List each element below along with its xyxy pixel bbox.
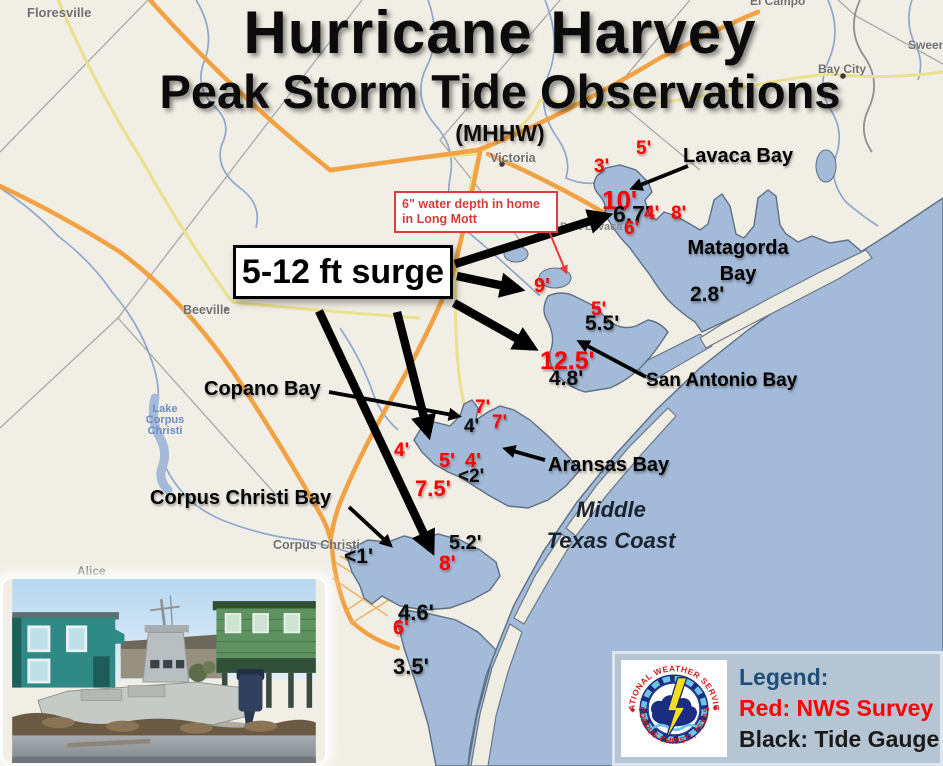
measurement-label: 5' [591, 299, 607, 320]
bay-label-san-antonio: San Antonio Bay [646, 370, 798, 391]
legend-heading: Legend: [739, 664, 829, 690]
san-jose-island [565, 407, 677, 537]
measurement-label: 4.6' [398, 600, 434, 625]
bay-label-copano: Copano Bay [204, 378, 321, 400]
lake-corpus-christi-label: Lake Corpus Christi [145, 403, 185, 437]
measurement-label: 8' [671, 203, 687, 224]
legend-red-entry: Red: NWS Survey [739, 695, 934, 721]
legend-entries: Legend: Red: NWS Survey Black: Tide Gaug… [739, 662, 939, 755]
aransas-bay-arrow [502, 445, 546, 462]
san-antonio-bay-arrow [576, 340, 647, 379]
surge-arrow-san-antonio-bay [451, 299, 539, 351]
bay-label-lavaca: Lavaca Bay [683, 145, 794, 167]
photo-house-right [212, 601, 316, 708]
measurement-label: 7' [492, 412, 508, 433]
measurement-label: 4' [394, 440, 410, 461]
city-label-floresville: Floresville [27, 5, 92, 20]
measurement-label: 7' [475, 397, 491, 418]
matagorda-peninsula [699, 249, 873, 349]
measurement-label: <2' [458, 466, 485, 487]
measurement-label: 5.2' [449, 532, 482, 554]
mustang-island [513, 533, 573, 625]
measurement-label: 12.5' [540, 347, 595, 375]
legend-panel: NATIONAL WEATHER SERVICE CORPUS CHRISTI,… [612, 651, 943, 766]
measurement-label: 5' [439, 450, 455, 472]
corpus-christi-bay-arrow [347, 505, 393, 548]
surge-callout-box: 5-12 ft surge [233, 245, 453, 299]
padre-island [470, 623, 523, 766]
measurement-label: 3' [594, 156, 610, 177]
lavaca-bay-arrow [629, 164, 689, 191]
bay-label-arrows [328, 164, 689, 548]
measurement-label: 2.8' [690, 283, 725, 306]
measurement-label: 8' [439, 552, 456, 575]
san-antonio-bay [543, 292, 669, 393]
measurement-label: 7.5' [415, 476, 451, 501]
lake-corpus-christi [148, 393, 173, 495]
city-label-beeville: Beeville [183, 303, 231, 317]
measurement-label: 4.8' [549, 367, 584, 390]
measurement-label: 6.7' [613, 201, 651, 227]
measurement-label: 4' [465, 450, 481, 472]
measurement-label: 6' [624, 218, 640, 239]
photo-debris [12, 712, 316, 740]
measurement-label: 10' [602, 185, 638, 215]
surge-arrow-lavaca [453, 209, 614, 269]
water-bodies [347, 149, 943, 766]
bay-label-corpus-christi: Corpus Christi Bay [150, 487, 332, 509]
nws-logo-box: NATIONAL WEATHER SERVICE CORPUS CHRISTI,… [621, 660, 727, 757]
measurement-label: <1' [344, 545, 373, 568]
measurement-label: 4' [644, 203, 660, 224]
damage-photo [3, 579, 325, 763]
measurement-label: 5' [636, 138, 652, 159]
copano-bay-arrow [328, 390, 462, 421]
surge-callout-arrows [315, 209, 614, 556]
city-label-el-campo: El Campo [750, 0, 806, 8]
surge-arrow-copano-bay [392, 310, 436, 441]
title-line2: Peak Storm Tide Observations [159, 65, 841, 118]
measurement-label: 5.5' [585, 312, 620, 335]
city-dots [223, 73, 846, 312]
city-label-victoria: Victoria [490, 151, 536, 165]
rivers [0, 0, 922, 555]
region-label-middle-texas-coast: Middle Texas Coast [546, 497, 676, 553]
title-line1: Hurricane Harvey [243, 0, 757, 66]
city-label-alice: Alice [77, 564, 106, 578]
long-mott-note-box: 6" water depth in home in Long Mott [394, 191, 558, 233]
city-label-sweeny: Sweeny [908, 38, 943, 52]
logo-lightning-icon [664, 676, 688, 742]
measurement-label: 9' [534, 275, 550, 297]
surge-arrow-corpus [315, 309, 435, 556]
nws-logo: NATIONAL WEATHER SERVICE CORPUS CHRISTI,… [626, 663, 720, 746]
damage-photo-scene [12, 579, 316, 763]
laguna-madre [397, 609, 497, 766]
barrier-islands [470, 249, 873, 766]
measurement-label: 4' [464, 416, 480, 437]
city-label-bay-city: Bay City [818, 62, 867, 76]
matagorda-lavaca-bay [593, 164, 864, 333]
county-lines [0, 0, 943, 506]
measurement-label: 6' [393, 617, 409, 639]
bay-label-matagorda: Matagorda Bay [687, 237, 789, 285]
title-datum: (MHHW) [455, 120, 545, 146]
surge-arrow-green-lake [456, 271, 526, 298]
map-title: Hurricane Harvey Peak Storm Tide Observa… [60, 2, 940, 147]
city-label-corpus-christi: Corpus Christi [273, 538, 360, 552]
photo-house-left [12, 612, 125, 688]
bay-label-aransas: Aransas Bay [548, 454, 670, 476]
copano-aransas-bay [413, 399, 581, 509]
logo-wave [653, 723, 699, 731]
measurement-label: 3.5' [393, 654, 429, 679]
legend-black-entry: Black: Tide Gauge [739, 726, 940, 752]
photo-road [12, 735, 316, 763]
